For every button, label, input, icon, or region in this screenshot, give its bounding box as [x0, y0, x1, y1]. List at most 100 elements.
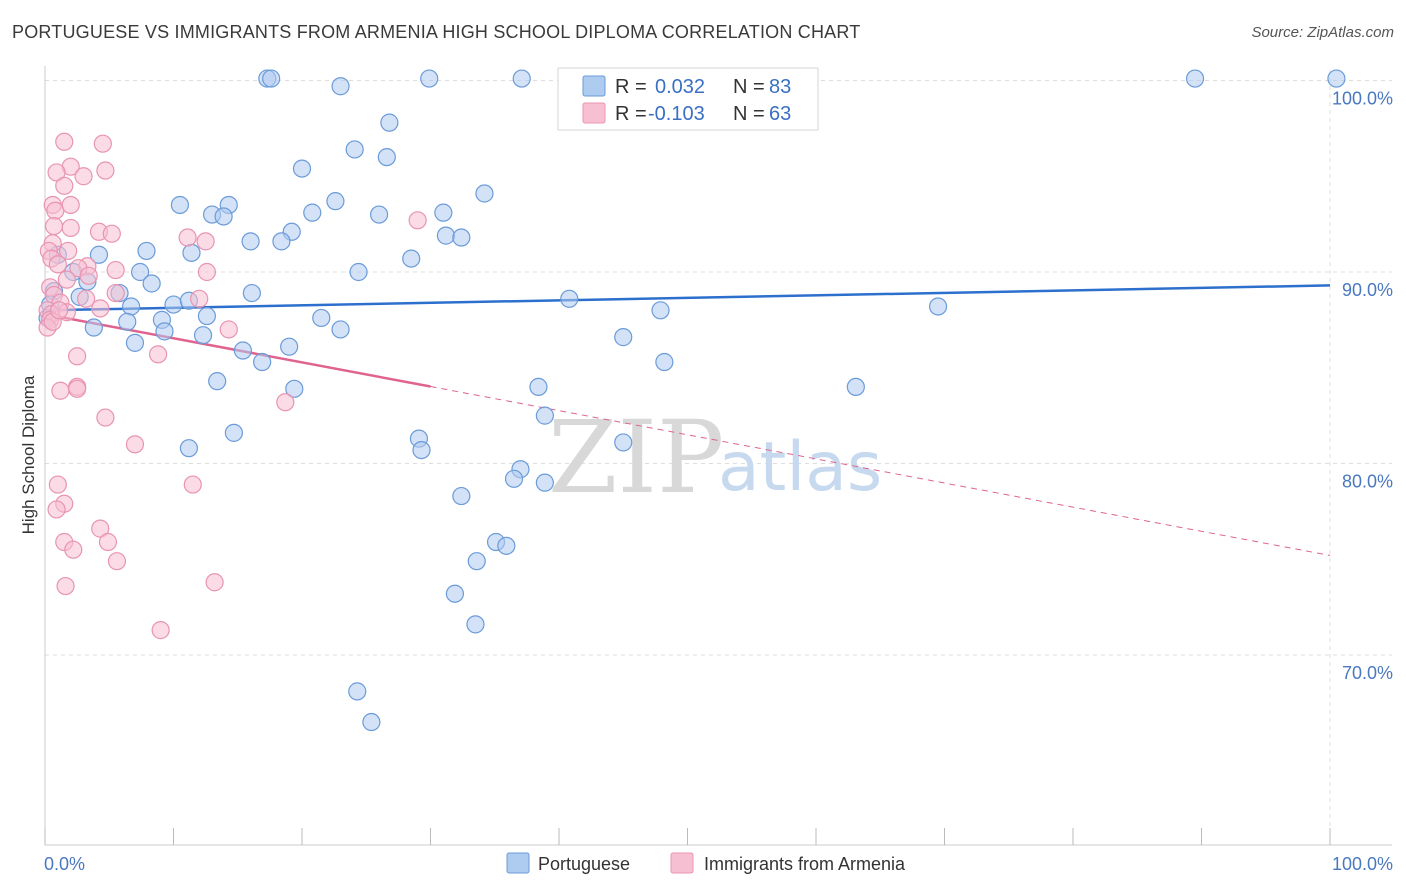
armenia-point	[219, 320, 238, 339]
armenia-point	[55, 176, 74, 195]
armenia-point	[74, 167, 93, 186]
portuguese-point	[434, 203, 453, 222]
legend-n-value-1: 83	[769, 76, 791, 98]
armenia-point	[46, 201, 65, 220]
portuguese-point	[182, 243, 201, 262]
portuguese-point	[89, 245, 109, 264]
portuguese-point	[412, 440, 431, 460]
armenia-point	[183, 475, 202, 494]
portuguese-point	[179, 439, 199, 458]
legend-r-value-1: 0.032	[655, 76, 705, 98]
portuguese-point	[197, 306, 217, 326]
armenia-point	[64, 540, 83, 559]
portuguese-point	[467, 552, 486, 571]
portuguese-trend-line	[44, 284, 1331, 312]
portuguese-point	[445, 584, 465, 603]
portuguese-point	[614, 433, 633, 452]
portuguese-point	[272, 232, 291, 251]
portuguese-point	[241, 232, 260, 251]
portuguese-point	[349, 262, 368, 282]
bottom-legend-label-armenia: Immigrants from Armenia	[704, 854, 906, 874]
y-axis-label: High School Diploma	[19, 375, 38, 534]
portuguese-point	[512, 69, 531, 88]
portuguese-point	[560, 289, 579, 308]
armenia-point	[178, 228, 197, 247]
portuguese-point	[846, 377, 865, 396]
portuguese-point	[326, 192, 345, 211]
armenia-point	[125, 435, 145, 454]
legend-r-label-2: R =	[615, 103, 647, 125]
axes	[44, 66, 1392, 846]
watermark-zip: ZIP	[548, 399, 724, 516]
armenia-point	[55, 132, 74, 151]
armenia-points	[38, 132, 427, 640]
portuguese-point	[436, 226, 456, 245]
armenia-point	[48, 475, 67, 494]
watermark-atlas: atlas	[718, 428, 882, 507]
portuguese-point	[466, 615, 485, 634]
armenia-point	[68, 347, 87, 366]
portuguese-point	[142, 274, 161, 293]
armenia-point	[56, 576, 75, 596]
legend-n-label-2: N =	[733, 103, 765, 125]
armenia-point	[44, 216, 64, 236]
portuguese-point	[452, 228, 471, 247]
portuguese-point	[345, 140, 364, 159]
portuguese-point	[285, 379, 304, 398]
portuguese-point	[402, 249, 421, 268]
armenia-point	[106, 260, 125, 280]
portuguese-point	[233, 341, 252, 360]
armenia-point	[102, 224, 121, 243]
armenia-point	[190, 289, 209, 308]
armenia-point	[96, 408, 115, 427]
armenia-point	[96, 161, 115, 180]
legend-swatch-armenia	[582, 102, 606, 124]
portuguese-point	[380, 113, 399, 132]
armenia-point	[91, 519, 110, 538]
portuguese-point	[170, 195, 190, 215]
armenia-point	[48, 255, 67, 274]
x-tick-labels: 0.0% 100.0%	[44, 854, 1393, 874]
portuguese-point	[331, 77, 350, 96]
portuguese-point	[224, 423, 243, 442]
portuguese-point	[84, 318, 103, 337]
y-tick-label: 90.0%	[1342, 280, 1393, 300]
portuguese-point	[452, 486, 471, 506]
legend-r-label-1: R =	[615, 76, 647, 98]
legend-swatch-portuguese	[582, 75, 606, 97]
x-tick-label: 100.0%	[1332, 854, 1393, 874]
chart-title: PORTUGUESE VS IMMIGRANTS FROM ARMENIA HI…	[12, 22, 861, 42]
portuguese-point	[497, 536, 516, 555]
armenia-point	[148, 345, 168, 364]
portuguese-point	[155, 322, 174, 341]
bottom-legend-swatch-portuguese	[506, 852, 530, 874]
portuguese-point	[504, 469, 524, 488]
portuguese-point	[214, 207, 233, 226]
y-tick-label: 100.0%	[1332, 89, 1393, 109]
armenia-point	[47, 500, 66, 519]
portuguese-point	[292, 159, 312, 178]
portuguese-point	[535, 473, 554, 492]
stats-legend: R = 0.032 N = 83 R = -0.103 N = 63	[557, 67, 819, 131]
portuguese-point	[280, 337, 299, 356]
armenia-point	[59, 241, 78, 261]
armenia-point	[50, 301, 69, 320]
x-tick-label: 0.0%	[44, 854, 85, 874]
armenia-point	[91, 299, 110, 318]
portuguese-point	[420, 69, 439, 88]
armenia-point	[106, 283, 125, 303]
y-tick-labels: 70.0% 80.0% 90.0% 100.0%	[1332, 89, 1393, 684]
portuguese-point	[253, 352, 272, 372]
portuguese-point	[614, 328, 633, 347]
y-tick-label: 70.0%	[1342, 663, 1393, 683]
portuguese-point	[535, 406, 554, 425]
portuguese-point	[377, 148, 396, 167]
portuguese-point	[242, 283, 261, 303]
armenia-point	[77, 289, 96, 308]
bottom-legend-label-portuguese: Portuguese	[538, 854, 630, 874]
portuguese-point	[370, 205, 389, 224]
armenia-point	[51, 381, 70, 400]
y-tick-label: 80.0%	[1342, 472, 1393, 492]
armenia-point	[276, 393, 295, 412]
